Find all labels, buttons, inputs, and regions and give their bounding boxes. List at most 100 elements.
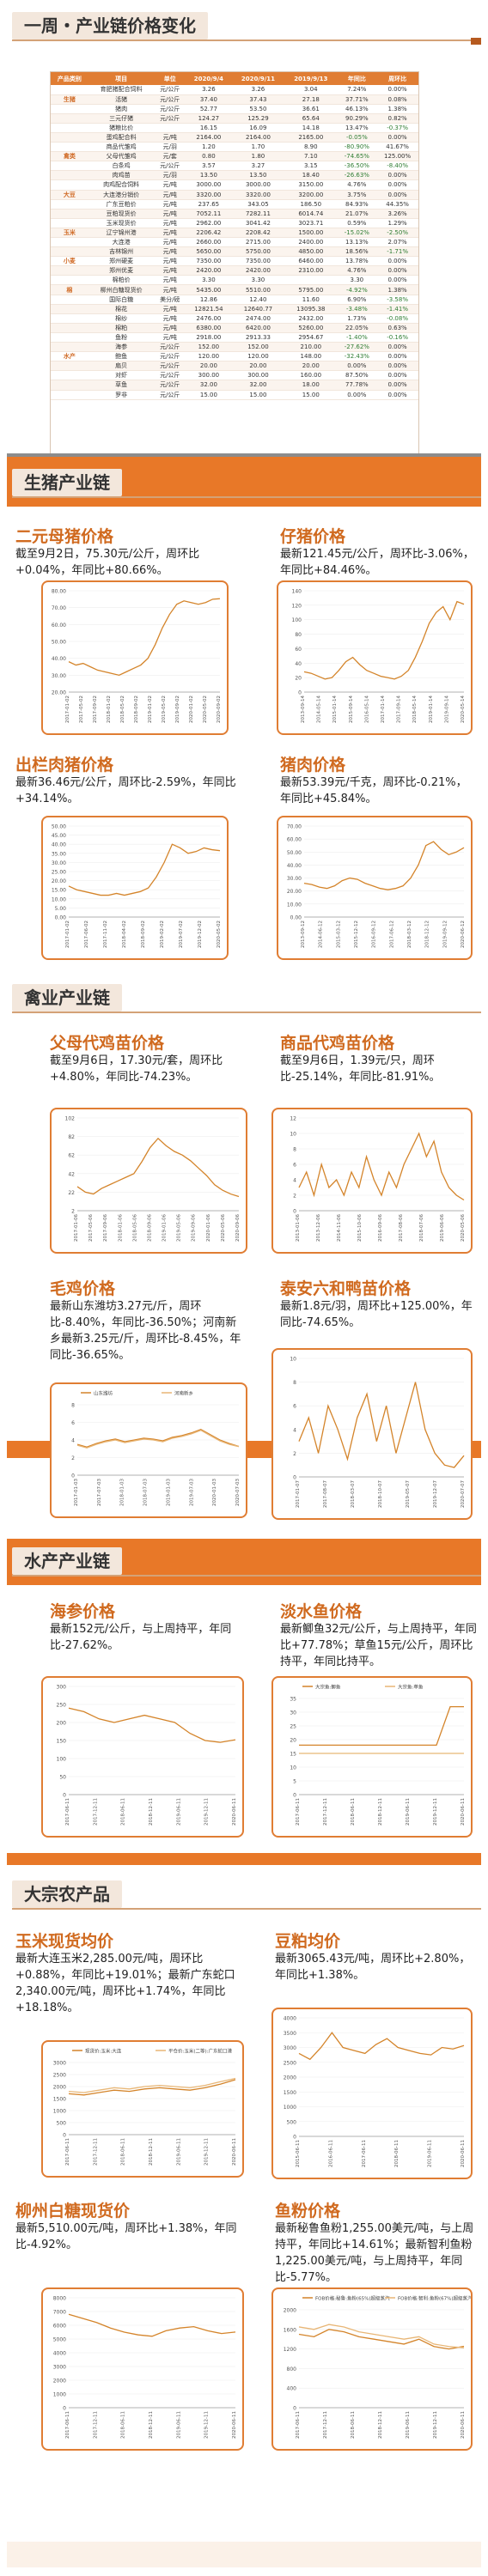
table-cell: 3000.00 [231, 179, 285, 191]
y-tick-label: 35.00 [52, 851, 66, 857]
y-tick-label: 4 [293, 1178, 296, 1184]
y-tick-label: 0 [293, 2135, 296, 2141]
table-cell: 300.00 [186, 370, 232, 381]
table-cell: 棉纱 [88, 313, 155, 324]
table-cell: 元/吨 [154, 313, 186, 324]
table-cell: -1.41% [376, 304, 418, 314]
table-cell [51, 218, 88, 228]
table-cell: 90.29% [337, 113, 377, 124]
table-cell: 343.05 [231, 199, 285, 210]
table-cell: 0.00% [376, 190, 418, 200]
card-title: 仔猪价格 [280, 527, 346, 546]
x-tick-label: 2020-05-06 [461, 1214, 466, 1242]
table-cell [51, 246, 88, 258]
y-tick-label: 10 [290, 1357, 296, 1363]
table-cell: 2164.00 [186, 132, 232, 143]
table-cell: 125.00% [376, 151, 418, 162]
y-tick-label: 2500 [284, 2060, 296, 2066]
y-tick-label: 102 [65, 1116, 76, 1122]
x-tick-label: 2020-06-11 [232, 2138, 237, 2166]
table-cell: 元/公斤 [154, 342, 186, 353]
card-desc: 截至9月6日，1.39元/只，周环比-25.14%，年同比-81.91%。 [280, 1054, 441, 1084]
table-cell: -0.05% [337, 132, 377, 143]
x-tick-label: 2017-07-03 [97, 1479, 102, 1506]
table-cell [51, 85, 88, 95]
table-cell: 禽类 [51, 151, 88, 162]
table-cell: 13095.38 [284, 304, 338, 314]
y-tick-label: 1500 [284, 2090, 296, 2096]
line-chart-svg: 0.00 5.00 10.00 15.00 20.00 25.00 30.00 35.00 40… [52, 824, 222, 948]
card-title: 淡水鱼价格 [280, 1602, 363, 1621]
y-tick-label: 22 [68, 1190, 75, 1196]
x-tick-label: 2018-01-06 [118, 1214, 123, 1242]
table-row: 棉纱 元/吨 2476.00 2474.00 2432.00 1.73% -0.08% [51, 313, 418, 324]
x-tick-label: 2019-05-07 [406, 1480, 411, 1508]
table-cell: 元/吨 [154, 304, 186, 314]
x-tick-label: 2018-09-02 [134, 696, 139, 723]
table-cell: 猪粮比价 [88, 123, 155, 133]
table-cell: 37.43 [231, 94, 285, 105]
x-tick-label: 2017-12-11 [323, 2411, 328, 2439]
x-tick-label: 2017-06-11 [296, 1798, 301, 1826]
table-cell: 37.40 [186, 94, 232, 105]
x-tick-label: 2014-11-06 [337, 1214, 342, 1242]
chart-sow-price: 20.00 30.00 40.00 50.00 60.00 70.00 80.00 2017-… [41, 580, 229, 735]
table-cell [51, 390, 88, 400]
table-cell: 小麦 [51, 256, 88, 267]
x-tick-label: 2018-12-12 [425, 920, 430, 948]
x-tick-label: 2017-05-06 [88, 1214, 94, 1242]
footer-strip [7, 2542, 481, 2567]
card-desc: 截至9月2日，75.30元/公斤，周环比+0.04%，年同比+80.66%。 [15, 548, 200, 577]
section-rule [12, 1012, 481, 1013]
x-tick-label: 2018-12-11 [378, 1798, 383, 1826]
table-cell: 1.80 [231, 151, 285, 162]
y-tick-label: 20 [295, 676, 302, 682]
x-tick-label: 2017-08-06 [399, 1214, 404, 1242]
table-cell [284, 275, 338, 286]
table-cell: 豆粕现货价 [88, 209, 155, 219]
table-cell: 元/公斤 [154, 361, 186, 372]
series-line [298, 2324, 465, 2348]
table-cell: 元/公斤 [154, 113, 186, 124]
series-line [68, 1707, 236, 1743]
table-cell: 237.65 [186, 199, 232, 210]
table-cell: 育肥猪配合饲料 [88, 85, 155, 95]
x-tick-label: 2019-01-14 [429, 696, 434, 723]
x-tick-label: 2019-06-11 [176, 2411, 181, 2439]
table-row: 玉米现货价 元/吨 2962.00 3041.42 3023.71 0.59% 1.29% [51, 218, 418, 228]
table-cell: 20.00 [231, 361, 285, 372]
y-tick-label: 42 [68, 1171, 75, 1177]
y-tick-label: 80.00 [52, 589, 66, 595]
table-cell [51, 295, 88, 305]
y-tick-label: 2000 [284, 2075, 296, 2081]
table-cell: 元/公斤 [154, 85, 186, 95]
table-cell: 2474.00 [231, 313, 285, 324]
y-tick-label: 50.00 [52, 824, 66, 830]
chart-freshwater-fish: 0 5 10 15 20 25 30 35 2017-06-11 2017-12-11 2018-0… [271, 1676, 473, 1838]
chart-pork-price: 0.00 10.00 20.00 30.00 40.00 50.00 60.00 70.00 2… [277, 816, 473, 960]
table-cell: 120.00 [186, 351, 232, 362]
table-cell: 元/吨 [154, 209, 186, 219]
y-tick-label: 100 [57, 1757, 67, 1763]
x-tick-label: 2019-12-11 [204, 2138, 210, 2166]
table-cell: 2400.00 [284, 237, 338, 248]
table-cell: 元/吨 [154, 199, 186, 210]
x-tick-label: 2017-06-02 [84, 920, 89, 948]
table-cell: 3.26 [231, 85, 285, 95]
table-header-cell: 2020/9/4 [186, 72, 232, 85]
table-cell: 13.13% [337, 237, 377, 248]
table-cell: 3.27 [231, 161, 285, 172]
x-tick-label: 2017-12-11 [323, 1798, 328, 1826]
table-cell: 元/公斤 [154, 370, 186, 381]
y-tick-label: 1500 [53, 2097, 66, 2103]
table-cell: 1.29% [376, 218, 418, 228]
card-desc: 最新大连玉米2,285.00元/吨，周环比+0.88%，年同比+19.01%；最… [15, 1953, 235, 2014]
y-tick-label: 45.00 [52, 833, 66, 839]
legend-label: 大宗鱼:鲫鱼 [315, 1684, 341, 1691]
x-tick-label: 2014-05-14 [317, 696, 322, 723]
x-tick-label: 2020-06-11 [461, 1798, 466, 1826]
table-cell: 元/吨 [154, 323, 186, 333]
x-tick-label: 2016-09-06 [378, 1214, 383, 1242]
x-tick-label: 2018-12-11 [149, 2411, 154, 2439]
x-tick-label: 2018-06-11 [121, 1798, 126, 1826]
